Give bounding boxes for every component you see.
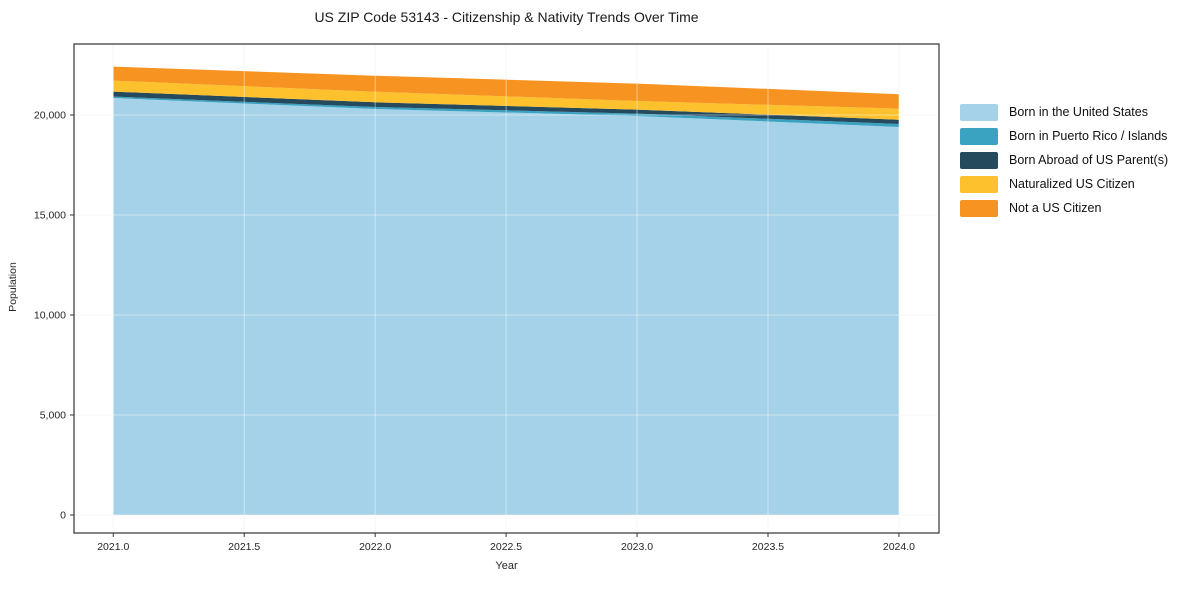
y-tick-label: 0 (60, 510, 66, 522)
legend-swatch-born-abroad (960, 152, 998, 169)
x-tick-label: 2021.5 (228, 541, 260, 553)
legend-item-born-in-puerto-rico: Born in Puerto Rico / Islands (960, 128, 1168, 145)
x-axis-label: Year (495, 560, 518, 572)
legend-item-born-abroad: Born Abroad of US Parent(s) (960, 152, 1168, 169)
x-tick-label: 2024.0 (883, 541, 915, 553)
legend-item-born-in-us: Born in the United States (960, 104, 1168, 121)
legend: Born in the United States Born in Puerto… (960, 104, 1168, 217)
y-tick-label: 20,000 (34, 110, 66, 122)
x-tick-label: 2022.0 (359, 541, 391, 553)
legend-label-not-a-citizen: Not a US Citizen (1009, 201, 1102, 215)
legend-label-naturalized: Naturalized US Citizen (1009, 177, 1135, 191)
legend-item-naturalized: Naturalized US Citizen (960, 176, 1168, 193)
legend-label-born-in-puerto-rico: Born in Puerto Rico / Islands (1009, 129, 1168, 143)
legend-item-not-a-citizen: Not a US Citizen (960, 200, 1168, 217)
area-series-0 (113, 98, 899, 515)
legend-swatch-not-a-citizen (960, 200, 998, 217)
x-tick-label: 2023.5 (752, 541, 784, 553)
y-tick-label: 15,000 (34, 210, 66, 222)
y-tick-label: 10,000 (34, 310, 66, 322)
legend-swatch-born-in-us (960, 104, 998, 121)
legend-label-born-in-us: Born in the United States (1009, 105, 1148, 119)
legend-swatch-naturalized (960, 176, 998, 193)
legend-label-born-abroad: Born Abroad of US Parent(s) (1009, 153, 1169, 167)
area-series-3 (113, 80, 899, 120)
x-tick-label: 2021.0 (97, 541, 129, 553)
y-tick-label: 5,000 (40, 410, 66, 422)
area-series-4 (113, 66, 899, 109)
x-tick-label: 2023.0 (621, 541, 653, 553)
area-series-2 (113, 91, 899, 124)
legend-swatch-born-in-puerto-rico (960, 128, 998, 145)
x-tick-label: 2022.5 (490, 541, 522, 553)
area-series-1 (113, 96, 899, 127)
chart-title: US ZIP Code 53143 - Citizenship & Nativi… (314, 9, 699, 25)
